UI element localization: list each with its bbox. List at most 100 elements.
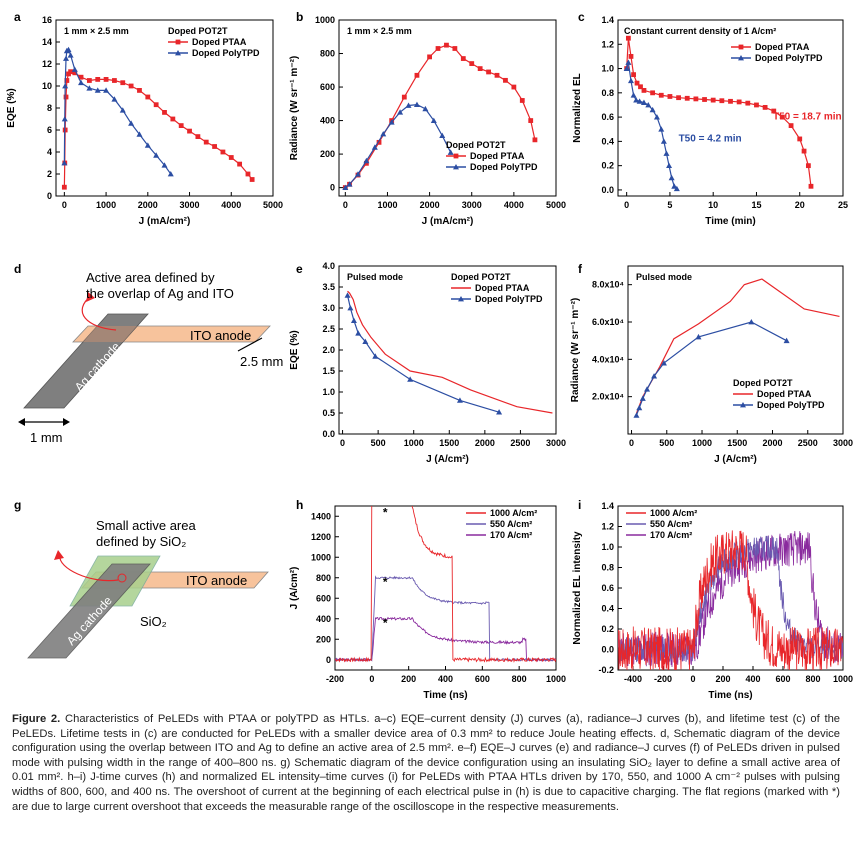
schematic-device-overlap: Active area defined by the overlap of Ag… <box>18 270 283 445</box>
y-tick-label: 2.0x10⁴ <box>592 392 624 402</box>
data-point-0 <box>805 163 811 169</box>
y-tick-label: 6.0x10⁴ <box>592 317 624 327</box>
data-point-0 <box>249 177 255 182</box>
y-tick-label: 0.0 <box>322 429 335 439</box>
data-point-1 <box>645 101 652 108</box>
data-point-0 <box>187 128 192 134</box>
legend-label-1: Doped PolyTPD <box>475 294 543 304</box>
data-point-legend-0 <box>175 39 181 45</box>
y-axis-label: J (A/cm²) <box>289 567 300 610</box>
data-point-1 <box>639 395 646 401</box>
data-point-1 <box>653 114 660 120</box>
data-point-1 <box>78 79 85 86</box>
x-tick-label: 600 <box>775 674 790 684</box>
data-point-0 <box>120 80 126 86</box>
x-tick-label: 0 <box>629 438 634 448</box>
data-point-0 <box>170 116 176 122</box>
y-tick-label: 400 <box>320 116 335 126</box>
data-point-1 <box>67 52 74 58</box>
data-point-0 <box>401 94 407 100</box>
data-point-0 <box>376 139 382 145</box>
overlap-region <box>83 326 137 342</box>
panel-label-h: h <box>296 498 304 512</box>
y-tick-label: 4.0x10⁴ <box>592 354 624 364</box>
data-point-0 <box>511 84 517 90</box>
y-tick-label: 0.6 <box>601 583 614 593</box>
data-point-legend-0 <box>738 44 744 50</box>
data-point-0 <box>745 100 751 106</box>
y-tick-label: 200 <box>320 149 335 159</box>
panel-label-e: e <box>296 262 303 276</box>
data-point-0 <box>452 46 458 51</box>
data-point-1 <box>355 330 362 336</box>
y-tick-label: 3.0 <box>322 303 335 313</box>
data-point-1 <box>633 97 640 103</box>
y-tick-label: 6 <box>47 125 52 135</box>
x-tick-label: 200 <box>715 674 730 684</box>
data-point-0 <box>477 66 483 72</box>
data-point-1 <box>346 181 353 187</box>
data-point-0 <box>719 98 725 104</box>
x-tick-label: 1000 <box>546 674 566 684</box>
callout-line-2: defined by SiO₂ <box>96 534 186 549</box>
x-tick-label: -200 <box>654 674 672 684</box>
y-tick-label: 2.0 <box>322 345 335 355</box>
plot-area <box>342 42 538 191</box>
y-tick-label: -0.2 <box>598 665 614 675</box>
callout-line-1: Small active area <box>96 518 196 533</box>
x-axis-label: J (mA/cm²) <box>422 216 474 227</box>
x-tick-label: 500 <box>659 438 674 448</box>
data-point-0 <box>228 155 234 160</box>
panel-note: 1 mm × 2.5 mm <box>347 26 412 36</box>
data-point-1 <box>673 185 680 192</box>
data-point-1 <box>666 162 673 169</box>
ag-cathode-strip <box>27 563 151 659</box>
data-point-0 <box>754 102 759 108</box>
x-tick-label: 800 <box>805 674 820 684</box>
length-arrow-left <box>18 418 25 426</box>
x-tick-label: 1000 <box>96 200 116 210</box>
x-axis-label: J (mA/cm²) <box>139 216 191 227</box>
caption-label: Figure 2. <box>12 713 61 725</box>
plot-area <box>344 290 553 415</box>
data-point-0 <box>103 77 109 82</box>
y-tick-label: 4.0 <box>322 261 335 271</box>
data-point-0 <box>503 77 508 83</box>
x-tick-label: 2000 <box>475 438 495 448</box>
data-point-1 <box>65 46 72 53</box>
trace-1000 <box>335 506 556 663</box>
data-point-1 <box>63 55 70 61</box>
data-point-0 <box>178 123 184 128</box>
data-point-1 <box>663 150 670 156</box>
data-point-1 <box>153 152 160 158</box>
y-tick-label: 0.4 <box>601 604 614 614</box>
data-point-1 <box>405 102 412 108</box>
panel-label-g: g <box>14 498 22 512</box>
legend-label-2: 170 A/cm² <box>650 530 692 540</box>
plot-area <box>61 46 255 190</box>
y-tick-label: 8.0x10⁴ <box>592 280 624 290</box>
x-tick-label: 0 <box>690 674 695 684</box>
legend-label-0: Doped PTAA <box>192 37 247 47</box>
data-point-1 <box>660 138 667 144</box>
series-line-0 <box>347 290 553 414</box>
x-tick-label: 4000 <box>221 200 241 210</box>
panel-label-i: i <box>578 498 582 512</box>
data-point-0 <box>237 161 243 167</box>
x-tick-label: 10 <box>708 200 718 210</box>
callout-arrowhead <box>54 550 64 560</box>
series-line-1 <box>346 295 500 413</box>
data-point-1 <box>633 412 640 418</box>
data-point-1 <box>347 305 354 311</box>
data-point-0 <box>702 97 707 102</box>
y-tick-label: 10 <box>42 81 52 91</box>
legend-title: Doped POT2T <box>733 378 793 388</box>
data-point-1 <box>144 142 151 148</box>
data-point-0 <box>128 83 134 89</box>
data-point-legend-1 <box>175 50 181 56</box>
y-tick-label: 600 <box>320 82 335 92</box>
data-point-0 <box>641 88 647 93</box>
y-tick-label: 400 <box>316 614 331 624</box>
x-axis-label: Time (ns) <box>708 690 752 701</box>
data-point-1 <box>651 373 658 379</box>
